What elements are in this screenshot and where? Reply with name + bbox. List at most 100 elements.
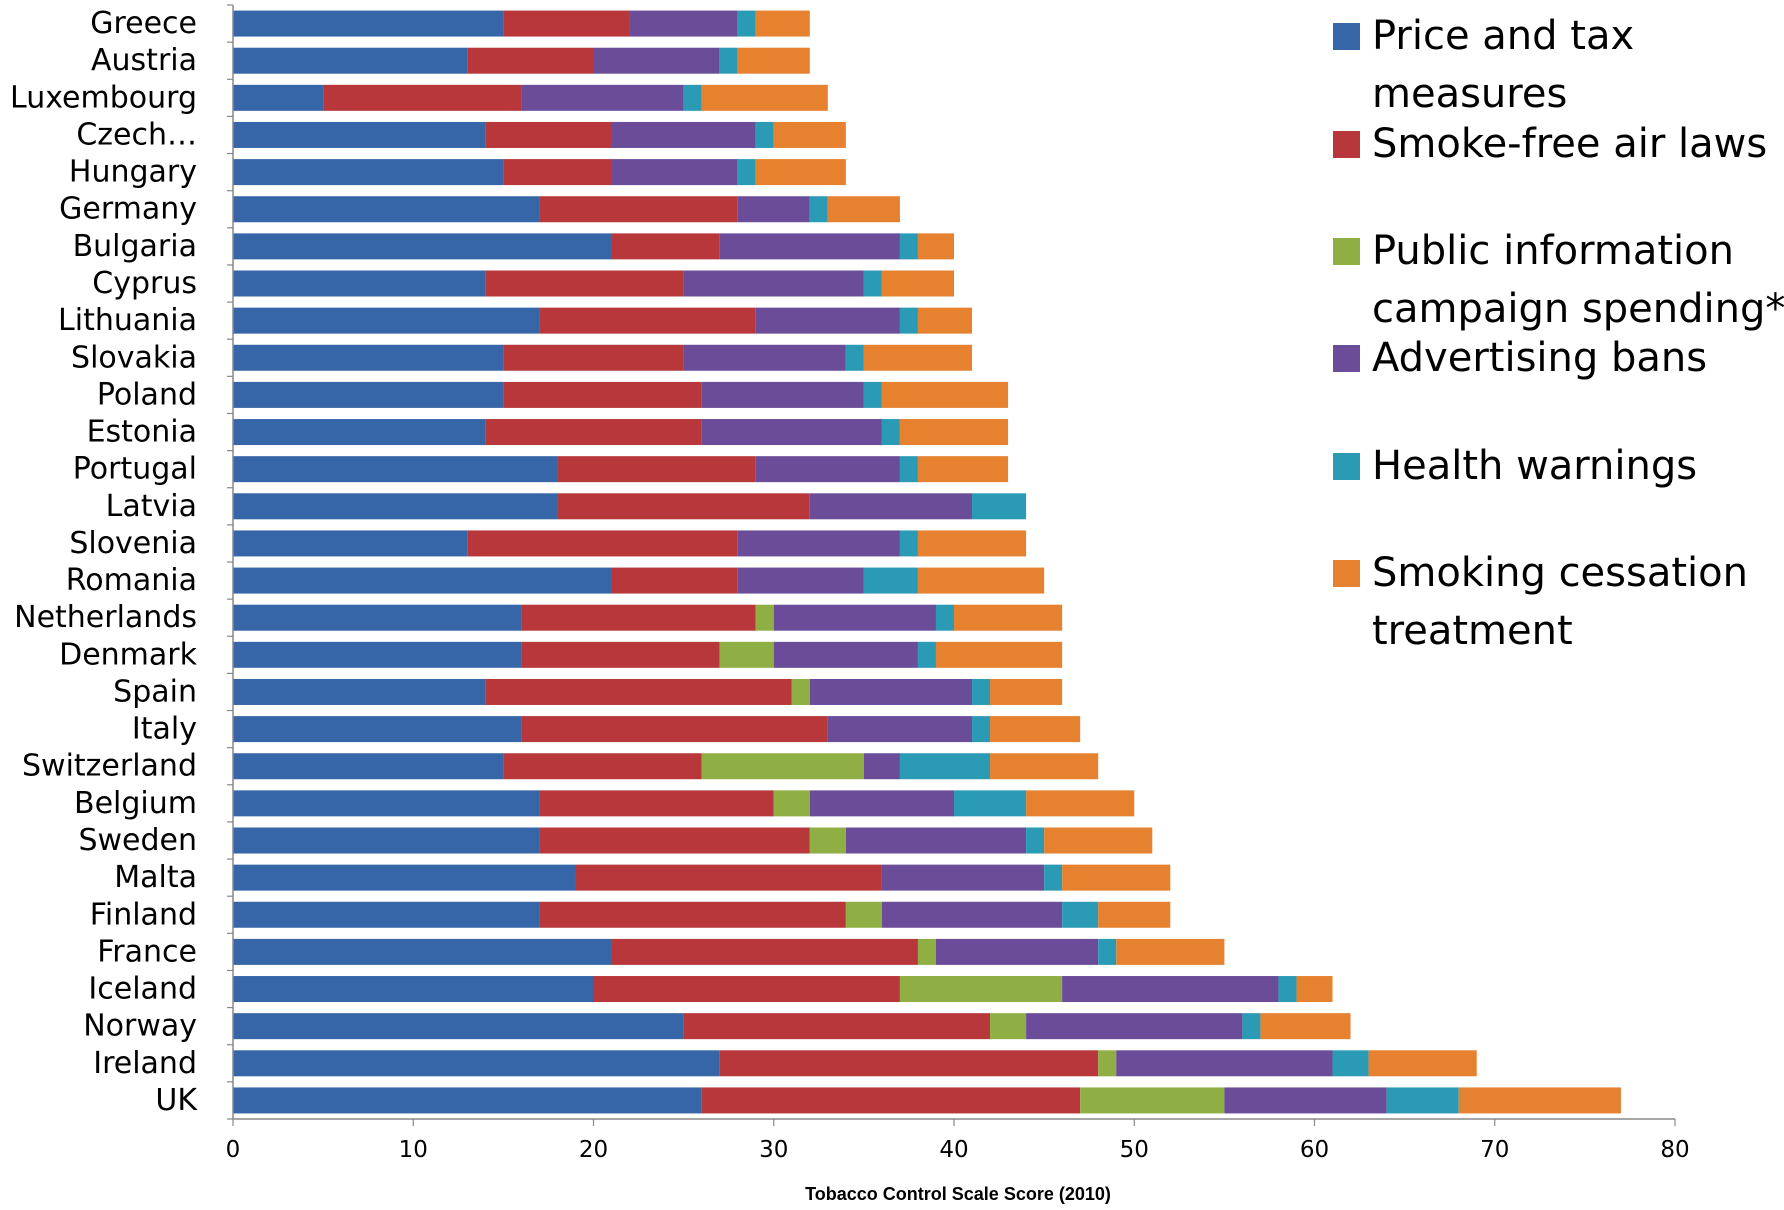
bar-segment <box>521 641 720 668</box>
bar-segment <box>701 753 864 780</box>
bar-segment <box>557 493 810 520</box>
bar-segment <box>233 753 504 780</box>
bar-segment <box>593 47 720 74</box>
bar-segment <box>755 121 774 148</box>
bar-segment <box>863 381 882 408</box>
category-label: Italy <box>132 712 197 747</box>
bar-segment <box>899 307 918 334</box>
bar-segment <box>809 196 828 223</box>
bar-segment <box>1296 976 1333 1003</box>
x-axis-title: Tobacco Control Scale Score (2010) <box>805 1184 1111 1204</box>
bar-segment <box>773 121 846 148</box>
bar-segment <box>899 233 918 260</box>
category-label: Czech… <box>76 117 197 152</box>
bar-segment <box>233 493 558 520</box>
bar-segment <box>809 493 973 520</box>
legend-swatch <box>1333 453 1360 480</box>
bar-segment <box>755 159 846 186</box>
bar-segment <box>233 307 540 334</box>
bar-segment <box>557 456 756 483</box>
bar-segment <box>1368 1050 1477 1077</box>
bar-segment <box>233 419 486 446</box>
bar-segment <box>233 381 504 408</box>
bar-segment <box>917 641 936 668</box>
category-label: Norway <box>83 1009 197 1044</box>
bar-segment <box>233 827 540 854</box>
bar-segment <box>881 419 900 446</box>
bar-segment <box>917 567 1045 594</box>
bar-segment <box>503 753 702 780</box>
bar-segment <box>1242 1013 1261 1040</box>
bar-segment <box>467 530 738 557</box>
bar-segment <box>773 790 810 817</box>
bar-segment <box>773 604 936 631</box>
bar-segment <box>233 1050 720 1077</box>
bar-segment <box>917 233 954 260</box>
bar-segment <box>233 47 468 74</box>
bar-segment <box>899 456 918 483</box>
bar-segment <box>1080 1087 1225 1114</box>
bar-segment <box>809 678 973 705</box>
category-label: UK <box>155 1083 198 1118</box>
bar-segment <box>701 381 864 408</box>
bar-segment <box>503 344 684 371</box>
category-label: Slovakia <box>71 340 197 375</box>
bar-segment <box>611 938 918 965</box>
legend-swatch <box>1333 560 1360 587</box>
bar-segment <box>503 381 702 408</box>
bar-segment <box>593 976 900 1003</box>
bar-segment <box>899 753 991 780</box>
category-label: Romania <box>66 563 197 598</box>
legend-swatch <box>1333 238 1360 265</box>
bar-segment <box>719 1050 1099 1077</box>
bar-segment <box>611 567 738 594</box>
legend-label: Smoking cessation <box>1372 550 1748 596</box>
bar-segment <box>935 604 954 631</box>
category-label: Estonia <box>87 415 197 450</box>
bar-segment <box>990 716 1081 743</box>
bar-segment <box>972 716 991 743</box>
bar-segment <box>990 753 1099 780</box>
bar-segment <box>1224 1087 1387 1114</box>
bar-segment <box>611 121 756 148</box>
x-tick-label: 50 <box>1120 1137 1149 1163</box>
bar-segment <box>539 196 738 223</box>
bar-segment <box>539 827 810 854</box>
x-tick-label: 60 <box>1300 1137 1329 1163</box>
category-label: Latvia <box>106 489 197 524</box>
bar-segment <box>954 604 1063 631</box>
bar-segment <box>521 604 756 631</box>
category-label: Germany <box>59 192 197 227</box>
bar-segment <box>719 47 738 74</box>
bar-segment <box>755 456 900 483</box>
bar-segment <box>737 159 756 186</box>
x-axis: 0 10 20 30 40 50 60 70 80 <box>226 4 1690 1163</box>
bar-segment <box>1044 827 1153 854</box>
bar-segment <box>863 344 973 371</box>
x-tick-label: 30 <box>759 1137 788 1163</box>
bar-segment <box>755 307 900 334</box>
bar-segment <box>917 938 936 965</box>
bar-segment <box>1458 1087 1621 1114</box>
bar-segment <box>233 456 558 483</box>
bar-segment <box>1260 1013 1351 1040</box>
category-label: Bulgaria <box>73 229 197 264</box>
bar-segment <box>917 307 973 334</box>
bar-segment <box>611 159 738 186</box>
bar-segment <box>935 938 1099 965</box>
bar-segment <box>719 233 900 260</box>
bar-segment <box>737 196 810 223</box>
legend-label: Health warnings <box>1372 443 1697 489</box>
x-tick-label: 40 <box>939 1137 968 1163</box>
legend-swatch <box>1333 131 1360 158</box>
bar-segment <box>845 827 1027 854</box>
bar-segment <box>737 10 756 37</box>
bar-segment <box>755 10 810 37</box>
bar-segment <box>233 1087 702 1114</box>
bar-segment <box>1062 901 1099 928</box>
bar-segment <box>233 159 504 186</box>
bar-segment <box>972 493 1027 520</box>
bar-segment <box>863 270 882 297</box>
legend-label: Advertising bans <box>1372 335 1707 381</box>
